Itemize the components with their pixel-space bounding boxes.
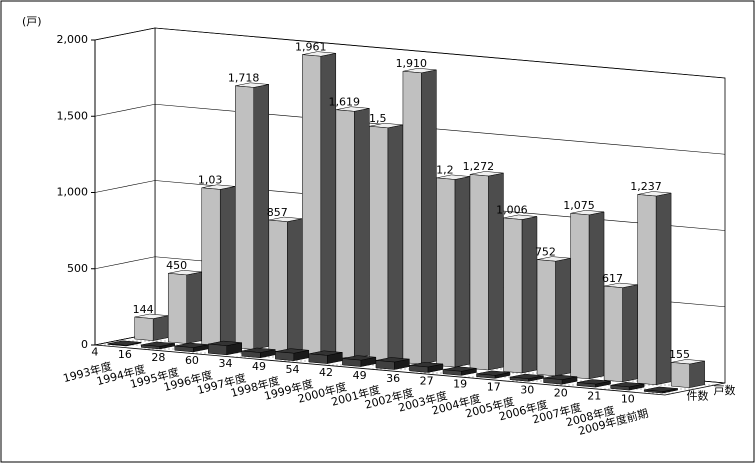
value-label: 1,619 <box>329 95 361 108</box>
y-tick-label: 1,000 <box>57 186 89 199</box>
grid-line <box>94 27 726 79</box>
bar-front <box>275 351 295 361</box>
bar-side <box>488 172 504 371</box>
y-tick-label: 500 <box>67 262 88 275</box>
value-label: 1,2 <box>436 164 454 177</box>
value-label: 1,237 <box>630 180 662 193</box>
value-label: 1,03 <box>198 174 223 187</box>
bar-front <box>140 344 160 350</box>
value-label: 155 <box>669 348 690 361</box>
value-label: 857 <box>267 206 288 219</box>
bar-front <box>442 369 462 376</box>
value-label: 450 <box>166 259 187 272</box>
bar-side <box>287 218 303 353</box>
value-label: 49 <box>353 369 367 382</box>
bar-front <box>637 194 657 385</box>
bar-front <box>670 362 690 388</box>
value-label: 20 <box>554 386 568 399</box>
bar-front <box>201 187 221 347</box>
bar-front <box>536 259 556 377</box>
bar-front <box>235 85 254 350</box>
bar-front <box>543 377 563 385</box>
value-label: 30 <box>520 384 534 397</box>
bar-front <box>167 273 187 344</box>
value-label: 28 <box>151 351 165 364</box>
bar-side <box>622 284 638 383</box>
value-label: 144 <box>133 303 154 316</box>
value-label: 752 <box>535 245 556 258</box>
bar-front <box>107 343 127 347</box>
bar-front <box>369 125 389 362</box>
value-label: 49 <box>252 360 266 373</box>
value-label: 1,718 <box>228 72 260 85</box>
bar-side <box>152 315 169 341</box>
y-tick-label: 2,000 <box>57 33 89 46</box>
grid-line <box>94 180 726 231</box>
bar-side <box>186 271 202 344</box>
bar-front <box>375 360 395 370</box>
bar-front <box>509 376 529 382</box>
value-label: 1,272 <box>463 160 495 173</box>
value-label: 36 <box>386 372 400 385</box>
value-label: 617 <box>602 272 623 285</box>
y-tick-label: 0 <box>81 338 88 351</box>
value-label: 4 <box>91 345 98 358</box>
bar-side <box>354 108 370 359</box>
bar-side <box>588 211 605 380</box>
value-label: 1,075 <box>563 199 595 212</box>
bar-side <box>454 176 471 368</box>
bar-front <box>302 54 322 356</box>
bar-front <box>342 358 362 367</box>
bar-front <box>335 109 355 359</box>
bar-front <box>134 316 154 341</box>
value-label: 27 <box>420 375 434 388</box>
bar-front <box>503 217 523 374</box>
bar-front <box>308 353 328 364</box>
legend-label: 戸数 <box>714 384 736 397</box>
y-axis-label: (戸) <box>22 15 42 28</box>
bar-front <box>402 70 422 365</box>
value-label: 1,910 <box>396 57 428 70</box>
bar-front <box>610 385 630 391</box>
value-label: 10 <box>621 392 635 405</box>
bar-front <box>603 285 623 383</box>
bar-front <box>409 365 429 373</box>
value-label: 1,5 <box>369 112 387 125</box>
bar-side <box>219 186 236 347</box>
value-label: 54 <box>286 363 300 376</box>
bar-front <box>436 177 456 368</box>
bar-front <box>469 174 489 371</box>
grid-line <box>94 103 726 155</box>
value-label: 34 <box>218 357 232 370</box>
legend-label: 件数 <box>687 389 709 402</box>
bar-side <box>521 216 538 374</box>
value-label: 42 <box>319 366 333 379</box>
value-label: 21 <box>587 389 601 402</box>
bar-side <box>387 124 404 362</box>
bar-side <box>555 257 571 377</box>
value-label: 1,006 <box>496 204 528 217</box>
bar-front <box>570 213 590 380</box>
value-label: 60 <box>185 354 199 367</box>
bar-front <box>643 389 663 394</box>
bar-front <box>241 350 261 359</box>
value-label: 1,961 <box>295 40 327 53</box>
bar-front <box>476 373 496 379</box>
value-label: 19 <box>453 378 467 391</box>
bar-front <box>576 382 596 388</box>
bar-side <box>421 69 437 365</box>
bar-side <box>689 360 705 388</box>
value-label: 16 <box>118 348 132 361</box>
bar-front <box>268 219 288 353</box>
bar-front <box>208 343 227 356</box>
y-tick-label: 1,500 <box>57 109 89 122</box>
bar-front <box>174 345 194 353</box>
value-label: 17 <box>487 381 501 394</box>
